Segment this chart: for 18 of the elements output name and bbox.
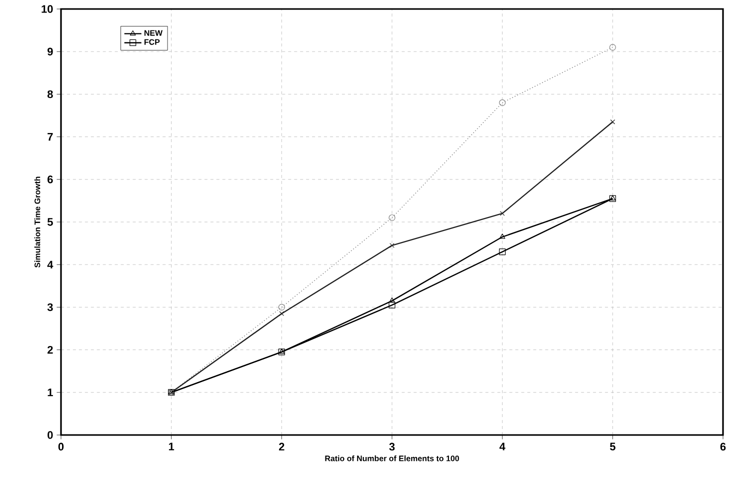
y-tick-label: 4 [47, 260, 54, 268]
y-tick-label: 5 [47, 218, 53, 226]
x-tick-label: 4 [499, 442, 506, 450]
y-tick-label: 10 [42, 5, 53, 13]
y-tick-label: 3 [47, 303, 53, 312]
x-tick-label: 2 [278, 442, 284, 450]
y-tick-label: 6 [48, 176, 53, 184]
x-tick-label: 6 [720, 442, 726, 451]
x-tick-label: 0 [58, 442, 64, 451]
y-tick-label: 9 [48, 48, 53, 56]
x-tick-label: 3 [389, 442, 395, 451]
y-tick-label: 0 [48, 431, 53, 439]
y-tick-label: 1 [48, 388, 53, 396]
x-tick-label: 1 [168, 442, 174, 450]
x-tick-label: 5 [610, 442, 616, 450]
y-tick-label: 8 [47, 90, 53, 98]
y-tick-label: 7 [48, 133, 53, 141]
y-tick-label: 2 [48, 346, 53, 354]
